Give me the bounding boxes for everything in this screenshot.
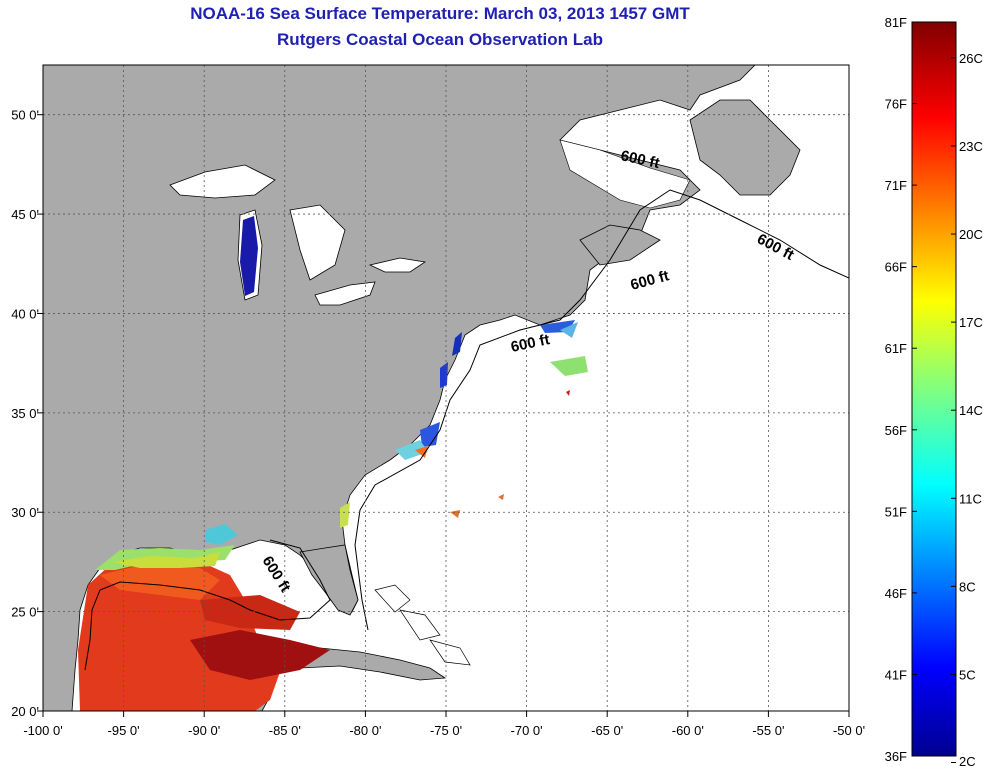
- colorbar-label-f: 51F: [885, 504, 907, 519]
- newfoundland-land: [689, 99, 801, 196]
- lon-tick-label: -55 0': [752, 723, 784, 738]
- colorbar-celsius-labels: 26C 23C 20C 17C 14C 11C 8C 5C 2C: [951, 51, 983, 769]
- lon-tick-label: -90 0': [188, 723, 220, 738]
- lon-tick-label: -100 0': [23, 723, 62, 738]
- lat-tick-label: 35 0': [11, 406, 39, 421]
- lat-tick-label: 50 0': [11, 108, 39, 123]
- lon-tick-label: -65 0': [591, 723, 623, 738]
- colorbar-label-f: 76F: [885, 97, 907, 112]
- colorbar-label-c: 11C: [959, 491, 982, 506]
- florida-land: [299, 544, 359, 616]
- colorbar-fahrenheit-labels: 81F 76F 71F 66F 61F 56F 51F 46F 41F 36F: [885, 15, 917, 764]
- lat-tick-label: 25 0': [11, 605, 39, 620]
- nova-scotia-land: [579, 224, 661, 266]
- colorbar-label-c: 20C: [959, 227, 983, 242]
- colorbar-label-f: 36F: [885, 749, 907, 764]
- colorbar-label-f: 61F: [885, 341, 907, 356]
- colorbar-label-c: 8C: [959, 579, 976, 594]
- lon-tick-label: -70 0': [511, 723, 543, 738]
- colorbar: [911, 21, 957, 757]
- colorbar-label-c: 17C: [959, 315, 983, 330]
- lon-tick-label: -95 0': [108, 723, 140, 738]
- colorbar-label-c: 26C: [959, 51, 983, 66]
- colorbar-label-c: 2C: [959, 754, 976, 769]
- colorbar-label-c: 23C: [959, 139, 983, 154]
- lon-tick-label: -80 0': [349, 723, 381, 738]
- gulf-of-st-lawrence: [559, 139, 691, 209]
- map-title: NOAA-16 Sea Surface Temperature: March 0…: [190, 4, 690, 23]
- colorbar-label-c: 14C: [959, 403, 983, 418]
- colorbar-label-f: 66F: [885, 260, 907, 275]
- sst-gulf-of-mexico: [78, 524, 330, 711]
- bahamas-islands: [374, 584, 471, 666]
- longitude-axis: -100 0' -95 0' -90 0' -85 0' -80 0' -75 0' -70…: [23, 711, 865, 738]
- sst-atlantic-coastal: [340, 320, 588, 528]
- colorbar-label-f: 71F: [885, 178, 907, 193]
- lat-tick-label: 30 0': [11, 505, 39, 520]
- colorbar-label-f: 41F: [885, 667, 907, 682]
- lat-tick-label: 20 0': [11, 704, 39, 719]
- colorbar-label-f: 56F: [885, 423, 907, 438]
- colorbar-label-f: 46F: [885, 586, 907, 601]
- lat-tick-label: 40 0': [11, 306, 39, 321]
- graticule: [43, 65, 849, 711]
- cuba-land: [284, 647, 447, 681]
- lon-tick-label: -85 0': [269, 723, 301, 738]
- colorbar-label-c: 5C: [959, 667, 976, 682]
- latitude-axis: 50 0' 45 0' 40 0' 35 0' 30 0' 25 0' 20 0': [11, 108, 43, 719]
- colorbar-label-f: 81F: [885, 15, 907, 30]
- lake-michigan-sst: [240, 216, 258, 296]
- lon-tick-label: -60 0': [672, 723, 704, 738]
- lon-tick-label: -50 0': [833, 723, 865, 738]
- lat-tick-label: 45 0': [11, 207, 39, 222]
- lon-tick-label: -75 0': [430, 723, 462, 738]
- map-subtitle: Rutgers Coastal Ocean Observation Lab: [277, 30, 603, 49]
